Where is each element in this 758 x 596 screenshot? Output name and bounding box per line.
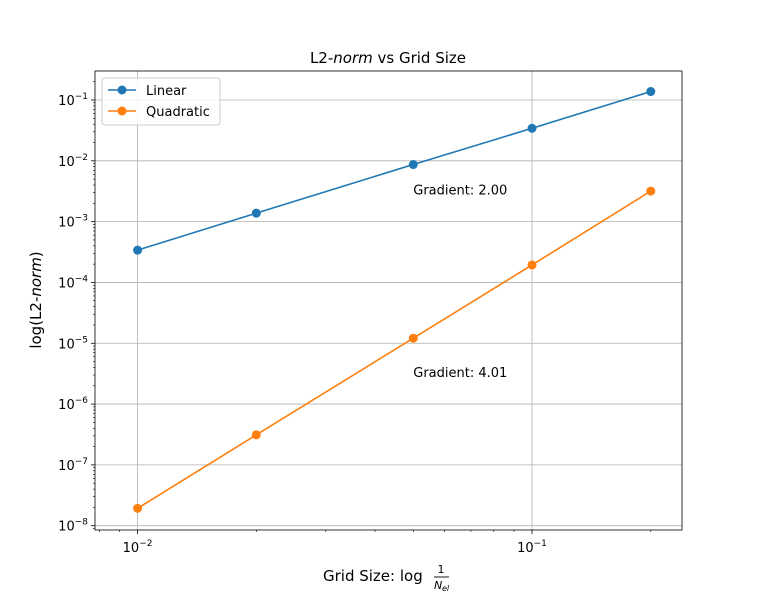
legend-label-quadratic: Quadratic <box>146 105 210 120</box>
annotations: Gradient: 2.00 Gradient: 4.01 <box>413 183 507 380</box>
x-tick-label: 10−1 <box>517 539 547 556</box>
data-point-linear <box>408 160 418 170</box>
y-tick-label: 10−3 <box>58 214 88 231</box>
x-axis-label-fraction-denominator: N <box>434 579 442 592</box>
data-point-quadratic <box>251 430 261 440</box>
data-point-quadratic <box>408 333 418 343</box>
plot-series <box>133 87 656 513</box>
x-tick-label: 10−2 <box>123 539 153 556</box>
chart-title: L2-norm vs Grid Size <box>310 49 466 67</box>
gradient-annotation: Gradient: 4.01 <box>413 366 507 381</box>
y-tick-label: 10−5 <box>58 335 88 352</box>
y-tick-label: 10−7 <box>58 457 88 474</box>
y-tick-label: 10−4 <box>58 274 88 291</box>
data-point-linear <box>133 245 143 255</box>
data-point-quadratic <box>527 260 537 270</box>
y-axis-ticks: 10−8 10−7 10−6 10−5 10−4 10−3 10−2 10−1 <box>58 81 95 535</box>
y-tick-label: 10−8 <box>58 518 88 535</box>
data-point-linear <box>527 123 537 133</box>
data-point-quadratic <box>133 503 143 513</box>
gradient-annotation: Gradient: 2.00 <box>413 183 507 198</box>
x-axis-label-fraction-subscript: el <box>442 584 450 593</box>
x-axis-ticks: 10−2 10−1 <box>99 530 652 556</box>
legend-marker-quadratic <box>117 106 127 116</box>
y-tick-label: 10−2 <box>58 153 88 170</box>
y-axis-label: log(L2-norm) <box>27 251 45 348</box>
legend: Linear Quadratic <box>101 77 221 126</box>
data-point-quadratic <box>646 186 656 196</box>
legend-marker-linear <box>117 85 127 95</box>
x-axis-label-fraction-numerator: 1 <box>438 563 445 576</box>
x-axis-label-text: Grid Size: log <box>323 567 423 585</box>
data-point-linear <box>251 208 261 218</box>
legend-label-linear: Linear <box>146 84 187 99</box>
x-axis-label: Grid Size: log 1 N el <box>323 563 450 593</box>
data-point-linear <box>646 87 656 97</box>
y-tick-label: 10−6 <box>58 396 88 413</box>
y-tick-label: 10−1 <box>58 92 88 109</box>
